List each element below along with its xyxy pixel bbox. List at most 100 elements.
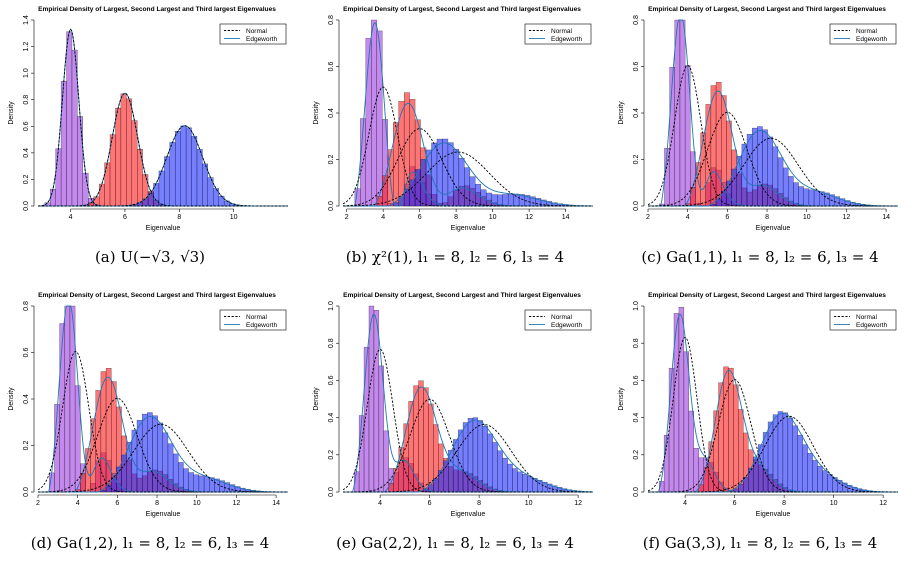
x-tick-label: 4: [76, 500, 80, 507]
histogram-bar: [798, 186, 804, 207]
histogram-bar: [527, 476, 533, 493]
histogram-bar: [480, 189, 487, 207]
x-tick-label: 10: [525, 500, 533, 507]
histogram-bar: [757, 126, 763, 207]
y-axis-label: Density: [8, 101, 15, 125]
histogram-bar: [782, 412, 789, 493]
density-curves: [647, 19, 898, 207]
legend-box: [219, 23, 287, 45]
histogram-bar: [772, 414, 779, 493]
x-tick-label: 2: [36, 500, 40, 507]
histogram-bar: [713, 410, 719, 493]
histogram-bar: [802, 444, 808, 493]
panel-title: Empirical Density of Largest, Second Lar…: [38, 292, 276, 299]
legend-normal-label: Normal: [856, 28, 878, 35]
normal-curve-second-largest: [342, 128, 593, 207]
histogram-bar: [688, 410, 694, 493]
y-tick-label: 0.2: [633, 450, 640, 460]
normal-curve-largest: [343, 424, 594, 493]
histogram-bar: [126, 98, 132, 207]
legend-box: [524, 309, 592, 331]
normal-curve-largest: [38, 423, 288, 493]
panel-e: Empirical Density of Largest, Second Lar…: [313, 292, 594, 552]
histogram-bar: [486, 192, 492, 207]
histogram-bar: [710, 85, 717, 207]
y-tick-label: 0.8: [633, 338, 640, 348]
panel-caption: (c) Ga(1,1), l₁ = 8, l₂ = 6, l₃ = 4: [641, 248, 878, 266]
histogram-bar: [428, 403, 434, 493]
histogram-bar: [792, 425, 798, 493]
density-curves: [37, 305, 288, 493]
normal-curve-third-largest: [37, 351, 288, 493]
y-tick-label: 0.0: [633, 201, 640, 211]
y-axis-label: Density: [618, 101, 625, 125]
histogram-second-largest: [82, 93, 165, 207]
histogram-bar: [728, 367, 734, 493]
histogram-largest: [100, 412, 261, 493]
normal-curve-largest: [38, 125, 288, 207]
panel-caption: (b) χ²(1), l₁ = 8, l₂ = 6, l₃ = 4: [346, 248, 564, 266]
histogram-bar: [458, 157, 465, 207]
histogram-bar: [808, 189, 815, 207]
histogram-bar: [512, 468, 518, 493]
histogram-bar: [482, 426, 488, 493]
histogram-bar: [413, 385, 419, 493]
y-tick-label: 0.4: [23, 148, 30, 158]
panel-caption: (e) Ga(2,2), l₁ = 8, l₂ = 6, l₃ = 4: [336, 534, 574, 552]
legend-edgeworth-label: Edgeworth: [856, 36, 887, 43]
histogram-largest: [393, 138, 575, 207]
histogram-bar: [152, 415, 158, 493]
panel-title: Empirical Density of Largest, Second Lar…: [343, 292, 581, 299]
histogram-bar: [507, 463, 513, 493]
histogram-bar: [532, 478, 538, 493]
y-tick-label: 1.0: [23, 68, 30, 78]
panel-title: Empirical Density of Largest, Second Lar…: [648, 292, 886, 299]
y-tick-label: 0.0: [633, 487, 640, 497]
histogram-bar: [196, 149, 203, 207]
histogram-bar: [105, 368, 112, 493]
histogram-bar: [502, 457, 508, 493]
y-tick-label: 0.0: [328, 201, 335, 211]
histogram-bar: [202, 163, 209, 207]
histogram-bar: [502, 194, 509, 207]
legend-normal-label: Normal: [856, 314, 878, 321]
y-tick-label: 0.6: [23, 348, 30, 358]
axes: 2 4 6 8 10 12 14 0.0 0.2 0.4 0.6 0.8 Eigenvalue Densi…: [8, 301, 280, 518]
axes: 4 6 8 10 0.0 0.2 0.4 0.6 0.8 1.0 1.2 1.4 Eigenvalue D…: [8, 15, 238, 232]
edgeworth-curve-second-largest: [343, 102, 593, 207]
histograms: [354, 19, 575, 207]
x-tick-label: 4: [69, 214, 73, 221]
y-tick-label: 0.8: [23, 301, 30, 311]
histogram-largest: [710, 126, 871, 207]
histogram-bar: [751, 127, 758, 207]
histogram-bar: [678, 306, 685, 493]
histogram-bar: [507, 193, 514, 207]
x-tick-label: 6: [725, 214, 729, 221]
edgeworth-curve-largest: [648, 130, 898, 207]
y-tick-label: 0.0: [328, 487, 335, 497]
histogram-bar: [167, 443, 174, 493]
panel-caption: (f) Ga(3,3), l₁ = 8, l₂ = 6, l₃ = 4: [643, 534, 878, 552]
histogram-bar: [832, 477, 838, 493]
histogram-bar: [80, 472, 86, 493]
legend-box: [829, 23, 897, 45]
y-tick-label: 0.4: [23, 394, 30, 404]
x-tick-label: 10: [230, 214, 238, 221]
histogram-bar: [683, 351, 690, 493]
histogram-bar: [203, 476, 210, 493]
histogram-bar: [131, 120, 138, 207]
y-tick-label: 0.8: [328, 15, 335, 25]
y-tick-label: 0.4: [633, 108, 640, 118]
histogram-bar: [95, 390, 102, 493]
histogram-bar: [371, 19, 377, 207]
y-tick-label: 0.2: [633, 155, 640, 165]
legend-normal-label: Normal: [551, 28, 573, 35]
legend-edgeworth-label: Edgeworth: [551, 36, 582, 43]
histogram-bar: [66, 31, 73, 207]
histogram-bar: [60, 80, 67, 207]
histograms: [658, 306, 878, 493]
